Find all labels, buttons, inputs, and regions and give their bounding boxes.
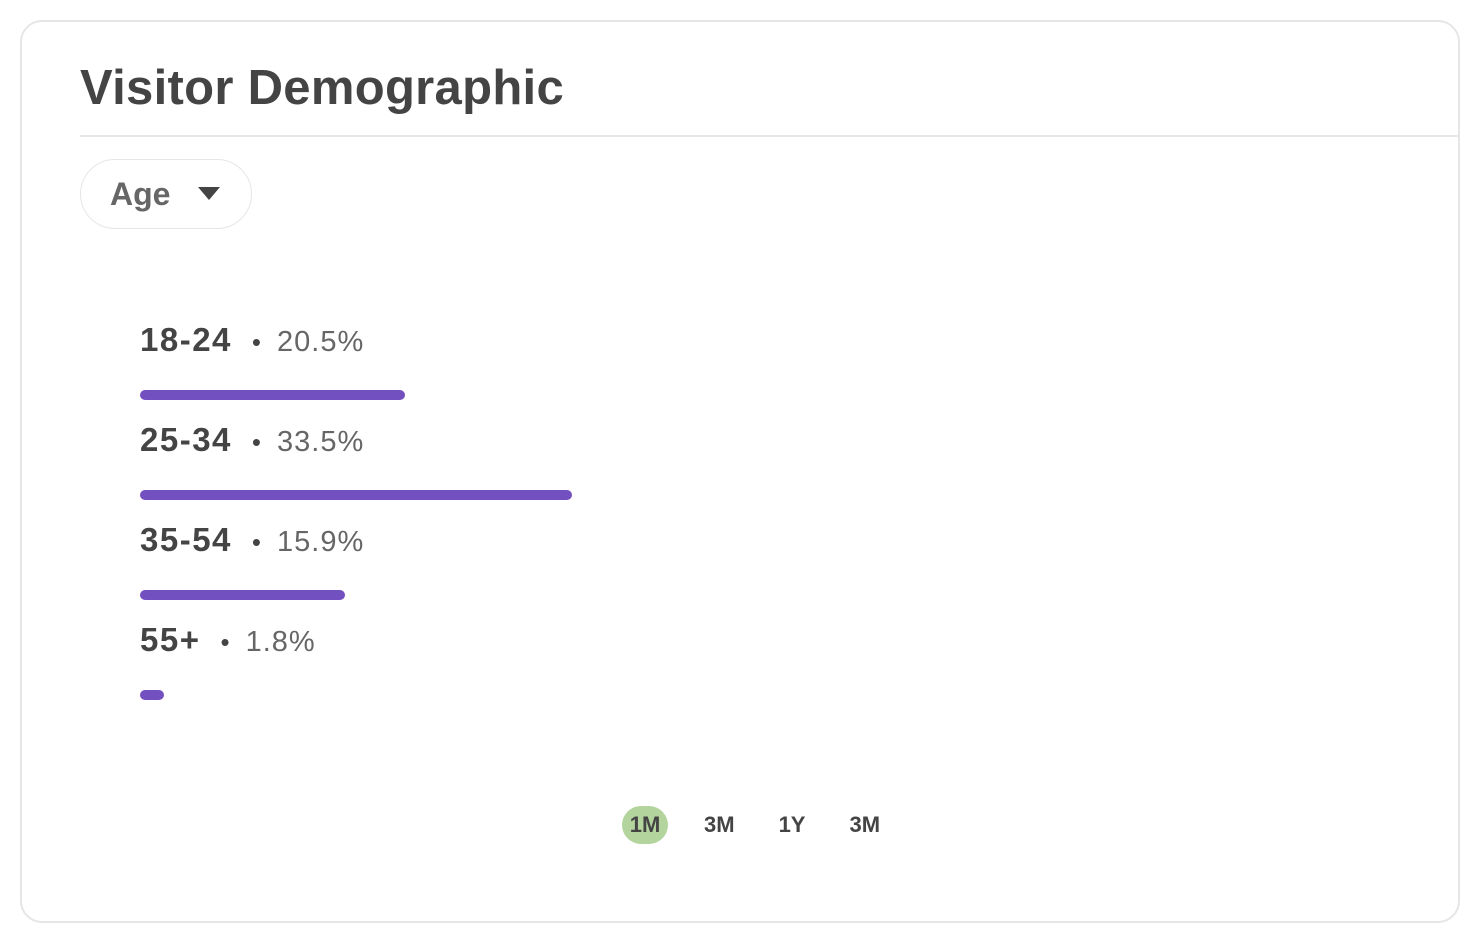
demographic-row: 25-34 • 33.5% (140, 416, 940, 516)
dropdown-selected-label: Age (110, 176, 171, 212)
percentage-value: 20.5% (277, 326, 365, 358)
demographic-row: 35-54 • 15.9% (140, 516, 940, 616)
range-tab[interactable]: 3M (849, 812, 881, 837)
bar-fill (140, 390, 405, 400)
range-tab[interactable]: 3M (704, 812, 735, 837)
age-range-label: 18-24 (140, 321, 232, 358)
separator-dot: • (220, 627, 230, 657)
bar-fill (140, 690, 164, 700)
bar-track (140, 390, 940, 400)
demographic-row: 55+ • 1.8% (140, 616, 940, 716)
card-title: Visitor Demographic (80, 61, 565, 115)
age-range-label: 35-54 (140, 521, 232, 558)
bar-track (140, 490, 940, 500)
age-range-label: 25-34 (140, 421, 232, 458)
bar-track (140, 690, 940, 700)
row-header: 25-34 • 33.5% (140, 416, 940, 464)
time-range-tabs: 1M 3M 1Y 3M (622, 805, 916, 845)
row-header: 35-54 • 15.9% (140, 516, 940, 564)
demographic-filter-dropdown[interactable]: Age (80, 159, 252, 229)
bar-fill (140, 590, 346, 600)
percentage-value: 15.9% (277, 526, 365, 558)
range-tab[interactable]: 1M (622, 806, 668, 844)
separator-dot: • (251, 527, 262, 557)
demographic-row: 18-24 • 20.5% (140, 316, 940, 416)
caret-down-icon (198, 187, 220, 200)
row-header: 18-24 • 20.5% (140, 316, 940, 364)
visitor-demographic-card: Visitor Demographic Age 18-24 • 20.5% 25-34… (20, 20, 1460, 923)
range-tab[interactable]: 1Y (778, 812, 806, 837)
row-header: 55+ • 1.8% (140, 616, 940, 664)
separator-dot: • (251, 427, 262, 457)
bar-fill (140, 490, 573, 500)
age-distribution-chart: 18-24 • 20.5% 25-34 • 33.5% 35-54 • 15.9% 55+ • 1.8… (140, 316, 940, 716)
title-divider (80, 135, 1458, 137)
bar-track (140, 590, 940, 600)
percentage-value: 1.8% (245, 626, 316, 658)
percentage-value: 33.5% (277, 426, 365, 458)
age-range-label: 55+ (140, 621, 201, 658)
separator-dot: • (251, 327, 262, 357)
